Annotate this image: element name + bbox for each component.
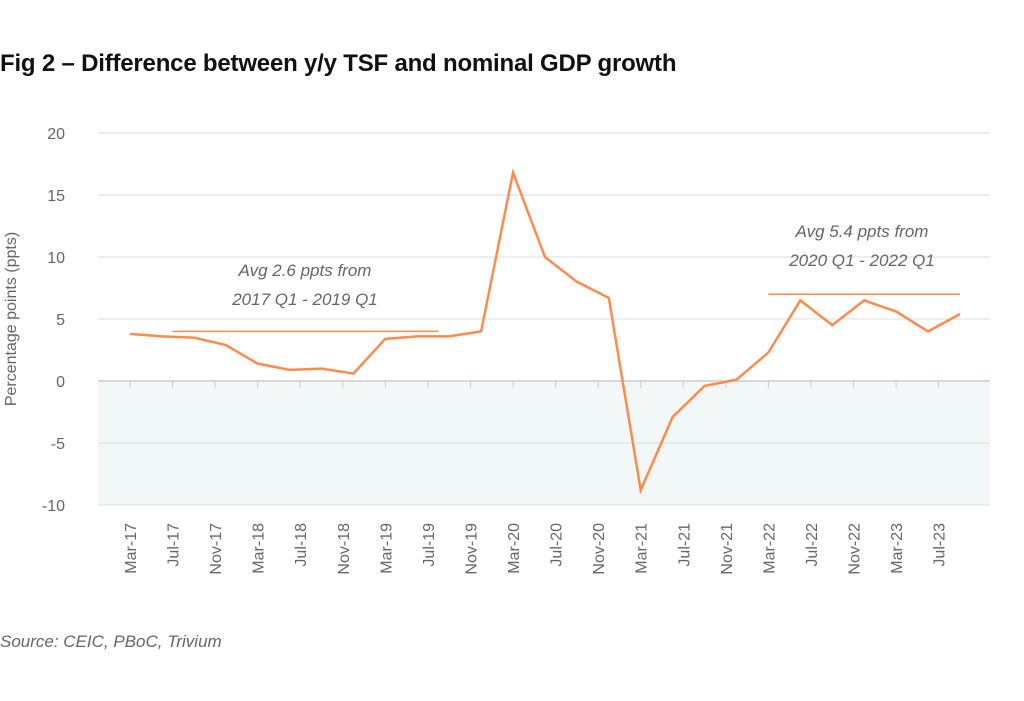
y-tick-label: -10 (42, 498, 65, 515)
x-tick-label: Nov-18 (336, 523, 353, 575)
y-tick-label: 20 (47, 126, 65, 143)
chart-title: Fig 2 – Difference between y/y TSF and n… (0, 50, 677, 77)
x-tick-label: Mar-18 (251, 523, 268, 574)
x-tick-label: Mar-23 (889, 523, 906, 574)
x-tick-label: Nov-17 (208, 523, 225, 575)
annotation-text: 2017 Q1 - 2019 Q1 (231, 290, 378, 309)
x-tick-label: Jul-23 (932, 523, 949, 567)
y-tick-label: -5 (51, 436, 65, 453)
y-axis-label: Percentage points (ppts) (3, 232, 20, 406)
source-note: Source: CEIC, PBoC, Trivium (0, 632, 222, 651)
x-tick-label: Jul-22 (804, 523, 821, 567)
x-tick-label: Nov-22 (847, 523, 864, 575)
x-tick-label: Mar-21 (634, 523, 651, 574)
x-tick-label: Nov-21 (719, 523, 736, 575)
y-tick-label: 0 (56, 374, 65, 391)
y-tick-label: 15 (47, 188, 65, 205)
x-tick-label: Nov-19 (463, 523, 480, 575)
y-tick-label: 5 (56, 312, 65, 329)
annotation-text: Avg 2.6 ppts from (238, 261, 372, 280)
x-tick-label: Mar-22 (761, 523, 778, 574)
y-tick-label: 10 (47, 250, 65, 267)
x-tick-label: Jul-17 (166, 523, 183, 567)
x-tick-label: Mar-20 (506, 523, 523, 574)
x-tick-label: Mar-19 (378, 523, 395, 574)
x-tick-label: Mar-17 (123, 523, 140, 574)
annotation-text: Avg 5.4 ppts from (795, 222, 929, 241)
x-tick-label: Nov-20 (591, 523, 608, 575)
x-tick-label: Jul-20 (549, 523, 566, 567)
x-tick-label: Jul-19 (421, 523, 438, 567)
x-tick-label: Jul-18 (293, 523, 310, 567)
x-tick-label: Jul-21 (676, 523, 693, 567)
annotation-text: 2020 Q1 - 2022 Q1 (788, 251, 935, 270)
